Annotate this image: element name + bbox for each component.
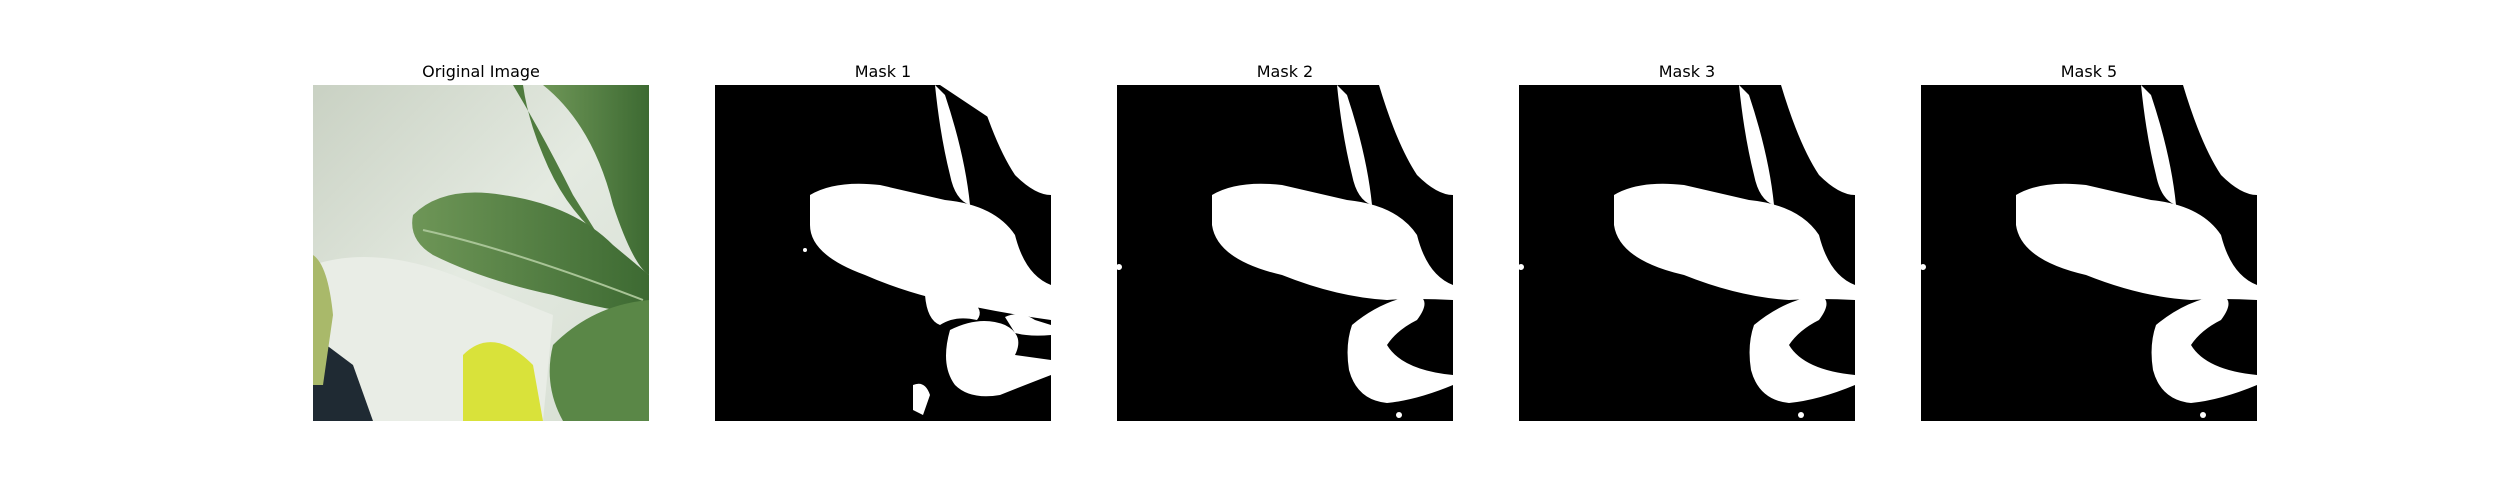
mask-large-leaf bbox=[1212, 183, 1453, 300]
mask-speck bbox=[1117, 264, 1122, 270]
mask-5-image bbox=[1921, 85, 2257, 421]
mask-3-image bbox=[1519, 85, 1855, 421]
mask-2-svg bbox=[1117, 85, 1453, 421]
bottom-right-leaf bbox=[549, 300, 649, 421]
panel-mask-1: Mask 1 bbox=[715, 60, 1051, 421]
mask-speck bbox=[1519, 264, 1524, 270]
top-right-leaf bbox=[543, 85, 649, 275]
mask-noise-2 bbox=[1005, 314, 1051, 336]
panel-mask-5: Mask 5 bbox=[1921, 60, 2257, 421]
mask-upper-leaf bbox=[1337, 85, 1453, 205]
left-leaf-edge bbox=[313, 255, 333, 385]
panel-title: Mask 5 bbox=[2060, 62, 2118, 81]
mask-lower-blob bbox=[946, 321, 1051, 397]
panel-title: Mask 1 bbox=[854, 62, 912, 81]
yellow-leaf bbox=[463, 342, 543, 421]
dark-object bbox=[313, 335, 373, 421]
leaf-vein bbox=[422, 229, 644, 301]
mask-lower-leaf bbox=[1347, 295, 1453, 403]
mask-large-leaf bbox=[810, 183, 1051, 320]
mask-lower-leaf bbox=[1749, 295, 1855, 403]
mask-noise-3 bbox=[913, 383, 930, 415]
mask-2-image bbox=[1117, 85, 1453, 421]
mask-1-svg bbox=[715, 85, 1051, 421]
panel-title: Mask 3 bbox=[1658, 62, 1716, 81]
mask-3-svg bbox=[1519, 85, 1855, 421]
mask-speck bbox=[803, 248, 807, 252]
mask-noise-1 bbox=[925, 293, 980, 325]
panel-title: Original Image bbox=[422, 62, 540, 81]
panel-mask-2: Mask 2 bbox=[1117, 60, 1453, 421]
mask-speck bbox=[1921, 264, 1926, 270]
mask-5-svg bbox=[1921, 85, 2257, 421]
mask-speck bbox=[1798, 412, 1804, 418]
large-leaf bbox=[412, 192, 649, 315]
mask-speck bbox=[2200, 412, 2206, 418]
mask-large-leaf bbox=[1614, 183, 1855, 300]
mask-lower-leaf bbox=[2151, 295, 2257, 403]
original-photo-illustration bbox=[313, 85, 649, 421]
upper-leaf-stem bbox=[513, 85, 598, 235]
mask-upper-leaf bbox=[935, 85, 1051, 205]
original-image bbox=[313, 85, 649, 421]
panel-original-image: Original Image bbox=[313, 60, 649, 421]
panel-mask-3: Mask 3 bbox=[1519, 60, 1855, 421]
panel-title: Mask 2 bbox=[1256, 62, 1314, 81]
mask-upper-leaf bbox=[2141, 85, 2257, 205]
mask-speck bbox=[1396, 412, 1402, 418]
mask-upper-leaf bbox=[1739, 85, 1855, 205]
mask-large-leaf bbox=[2016, 183, 2257, 300]
mask-1-image bbox=[715, 85, 1051, 421]
